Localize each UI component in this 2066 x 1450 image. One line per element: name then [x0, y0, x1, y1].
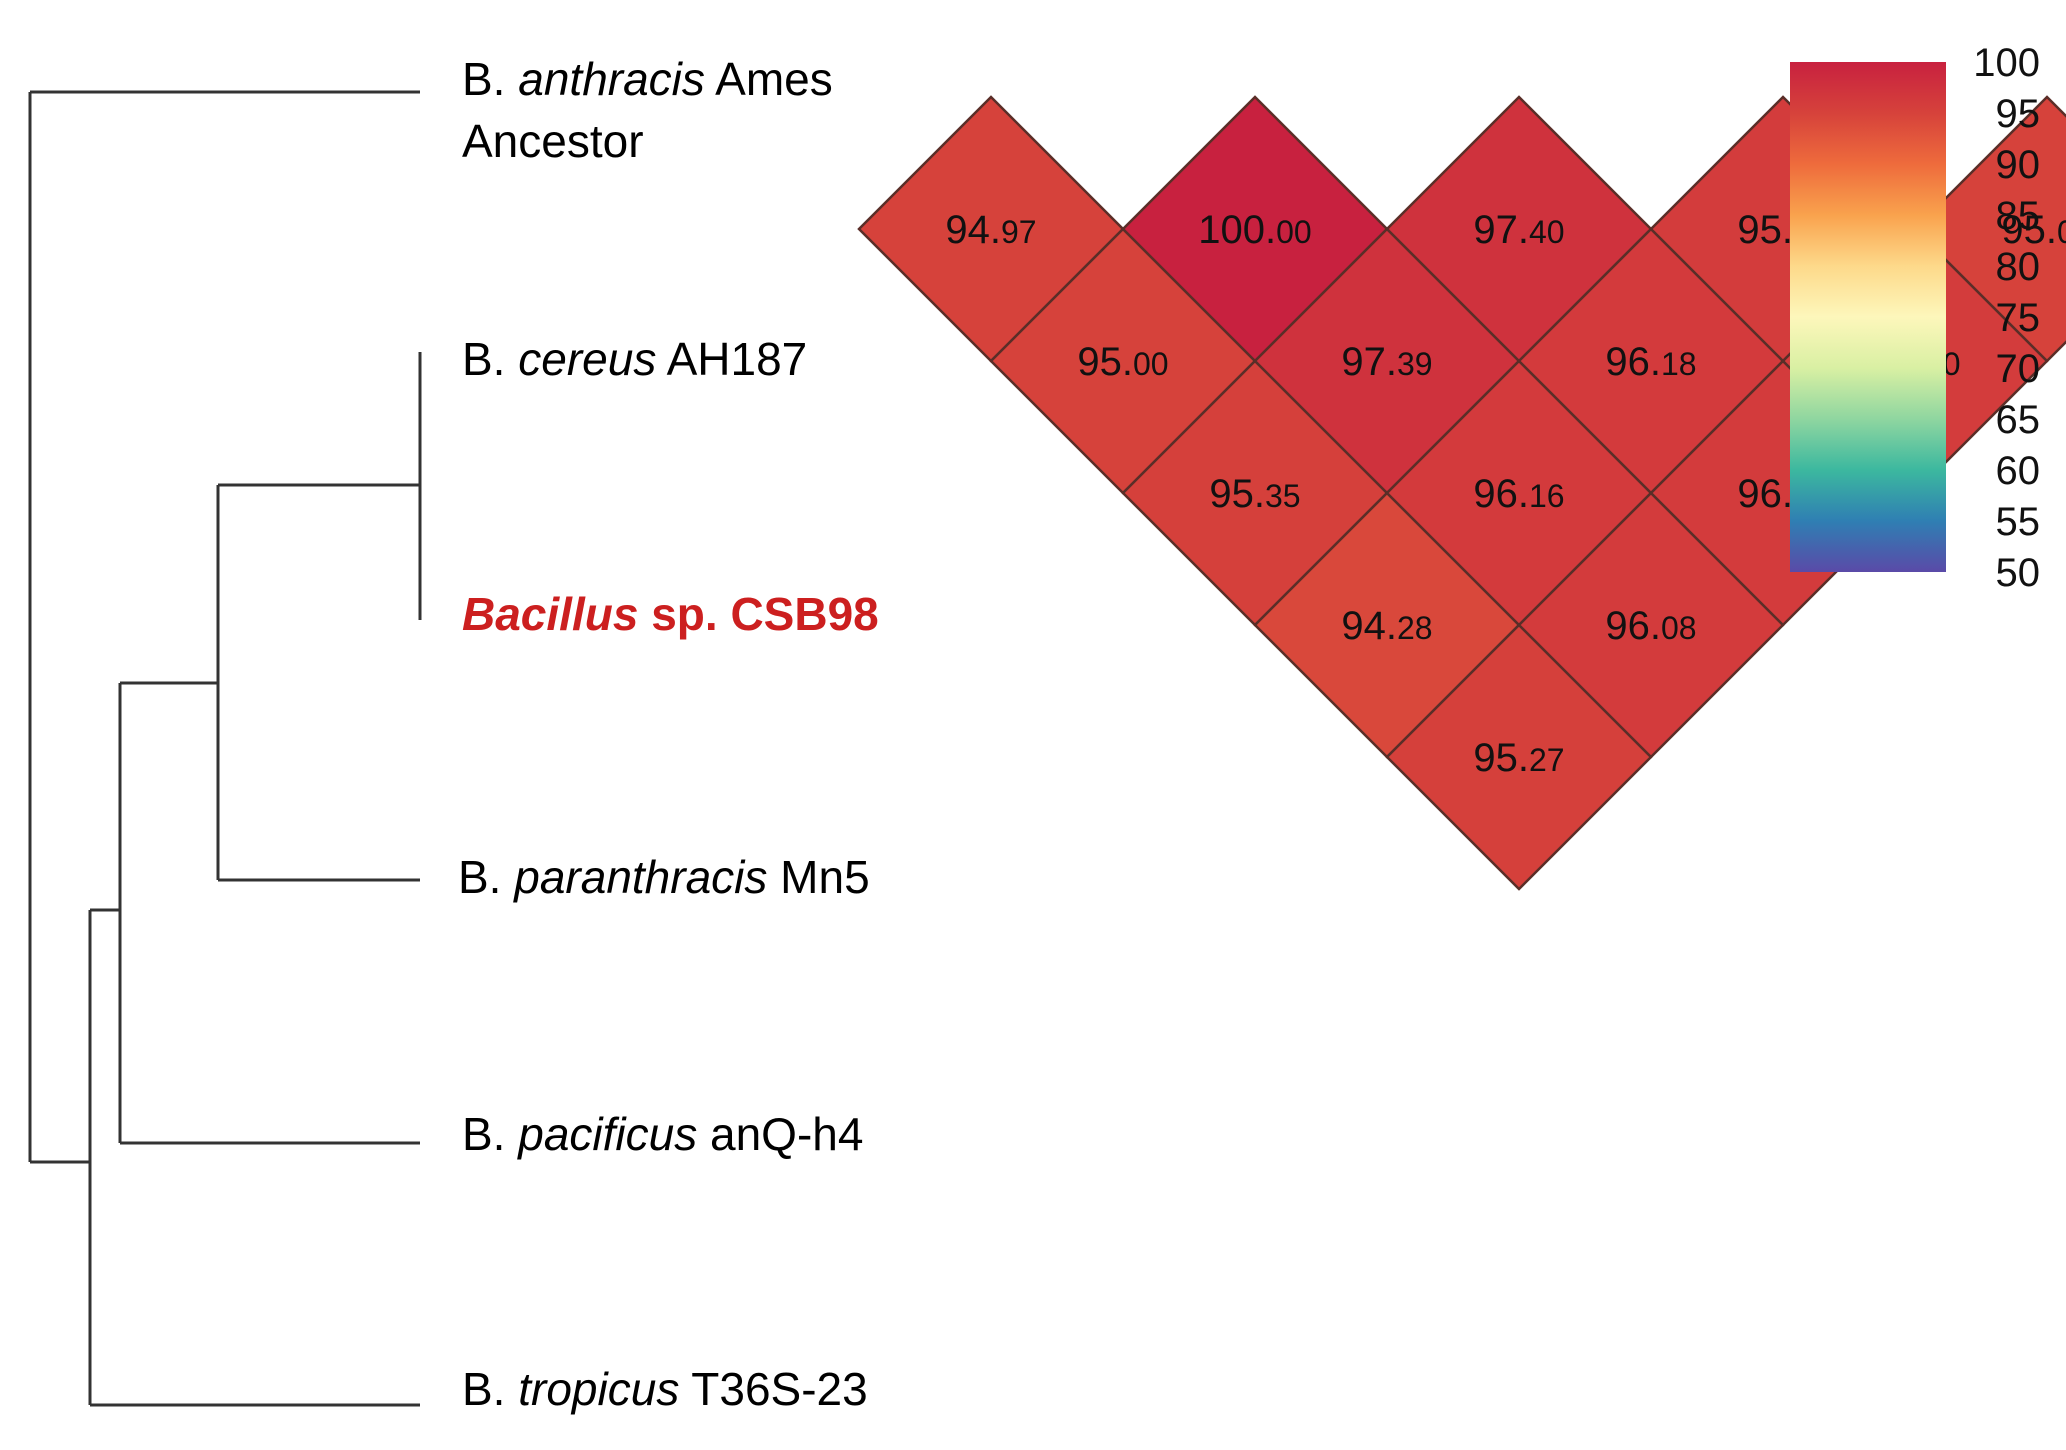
color-scale-tick-label: 65: [1996, 398, 2041, 442]
color-scale-tick-label: 80: [1996, 245, 2041, 289]
heatmap-cell-value: 96.18: [1605, 340, 1696, 384]
taxon-label: B. pacificus anQ-h4: [462, 1108, 863, 1160]
taxon-label: B. cereus AH187: [462, 333, 807, 385]
heatmap-cell-value: 95.35: [1209, 472, 1300, 516]
color-scale-tick-label: 100: [1973, 41, 2040, 85]
color-scale-tick-label: 75: [1996, 296, 2041, 340]
taxon-labels: B. anthracis Ames Ancestor B. cereus AH1…: [458, 53, 879, 1415]
taxon-label-line2: Ancestor: [462, 115, 644, 167]
phylogenetic-dendrogram: [28, 90, 422, 1407]
color-scale-tick-label: 95: [1996, 92, 2041, 136]
heatmap-cell-value: 95.00: [1077, 340, 1168, 384]
color-scale-bar: [1790, 62, 1946, 572]
color-scale-tick-label: 55: [1996, 500, 2041, 544]
heatmap-cells: 94.97 95.00 95.35 94.28 95.27 100.00 97.39 96.1…: [857, 95, 2066, 891]
heatmap-cell-value: 97.40: [1473, 208, 1564, 252]
color-scale-tick-label: 85: [1996, 194, 2041, 238]
taxon-label: B. paranthracis Mn5: [458, 851, 870, 903]
color-scale-tick-label: 60: [1996, 449, 2041, 493]
heatmap-cell-value: 95.01: [2001, 208, 2066, 252]
color-scale-tick-label: 50: [1996, 551, 2041, 595]
taxon-label: B. tropicus T36S-23: [462, 1363, 868, 1415]
heatmap-cell-value: 95.27: [1473, 736, 1564, 780]
taxon-label-highlighted: Bacillus sp. CSB98: [462, 588, 879, 640]
color-scale-ticks: 100 95 90 85 80 75 70 65 60 55 50: [1973, 41, 2040, 595]
color-scale-legend: 100 95 90 85 80 75 70 65 60 55 50: [1790, 41, 2040, 595]
color-scale-tick-label: 70: [1996, 347, 2041, 391]
taxon-label: B. anthracis Ames: [462, 53, 833, 105]
heatmap-cell-value: 94.97: [945, 208, 1036, 252]
heatmap-cell: 95.01: [1913, 95, 2066, 363]
heatmap-cell-shape: [1913, 95, 2066, 363]
heatmap-cell-value: 100.00: [1198, 208, 1311, 252]
color-scale-tick-label: 90: [1996, 143, 2041, 187]
heatmap-cell-value: 94.28: [1341, 604, 1432, 648]
heatmap-cell-value: 97.39: [1341, 340, 1432, 384]
heatmap-cell-value: 96.16: [1473, 472, 1564, 516]
heatmap-cell-value: 96.08: [1605, 604, 1696, 648]
